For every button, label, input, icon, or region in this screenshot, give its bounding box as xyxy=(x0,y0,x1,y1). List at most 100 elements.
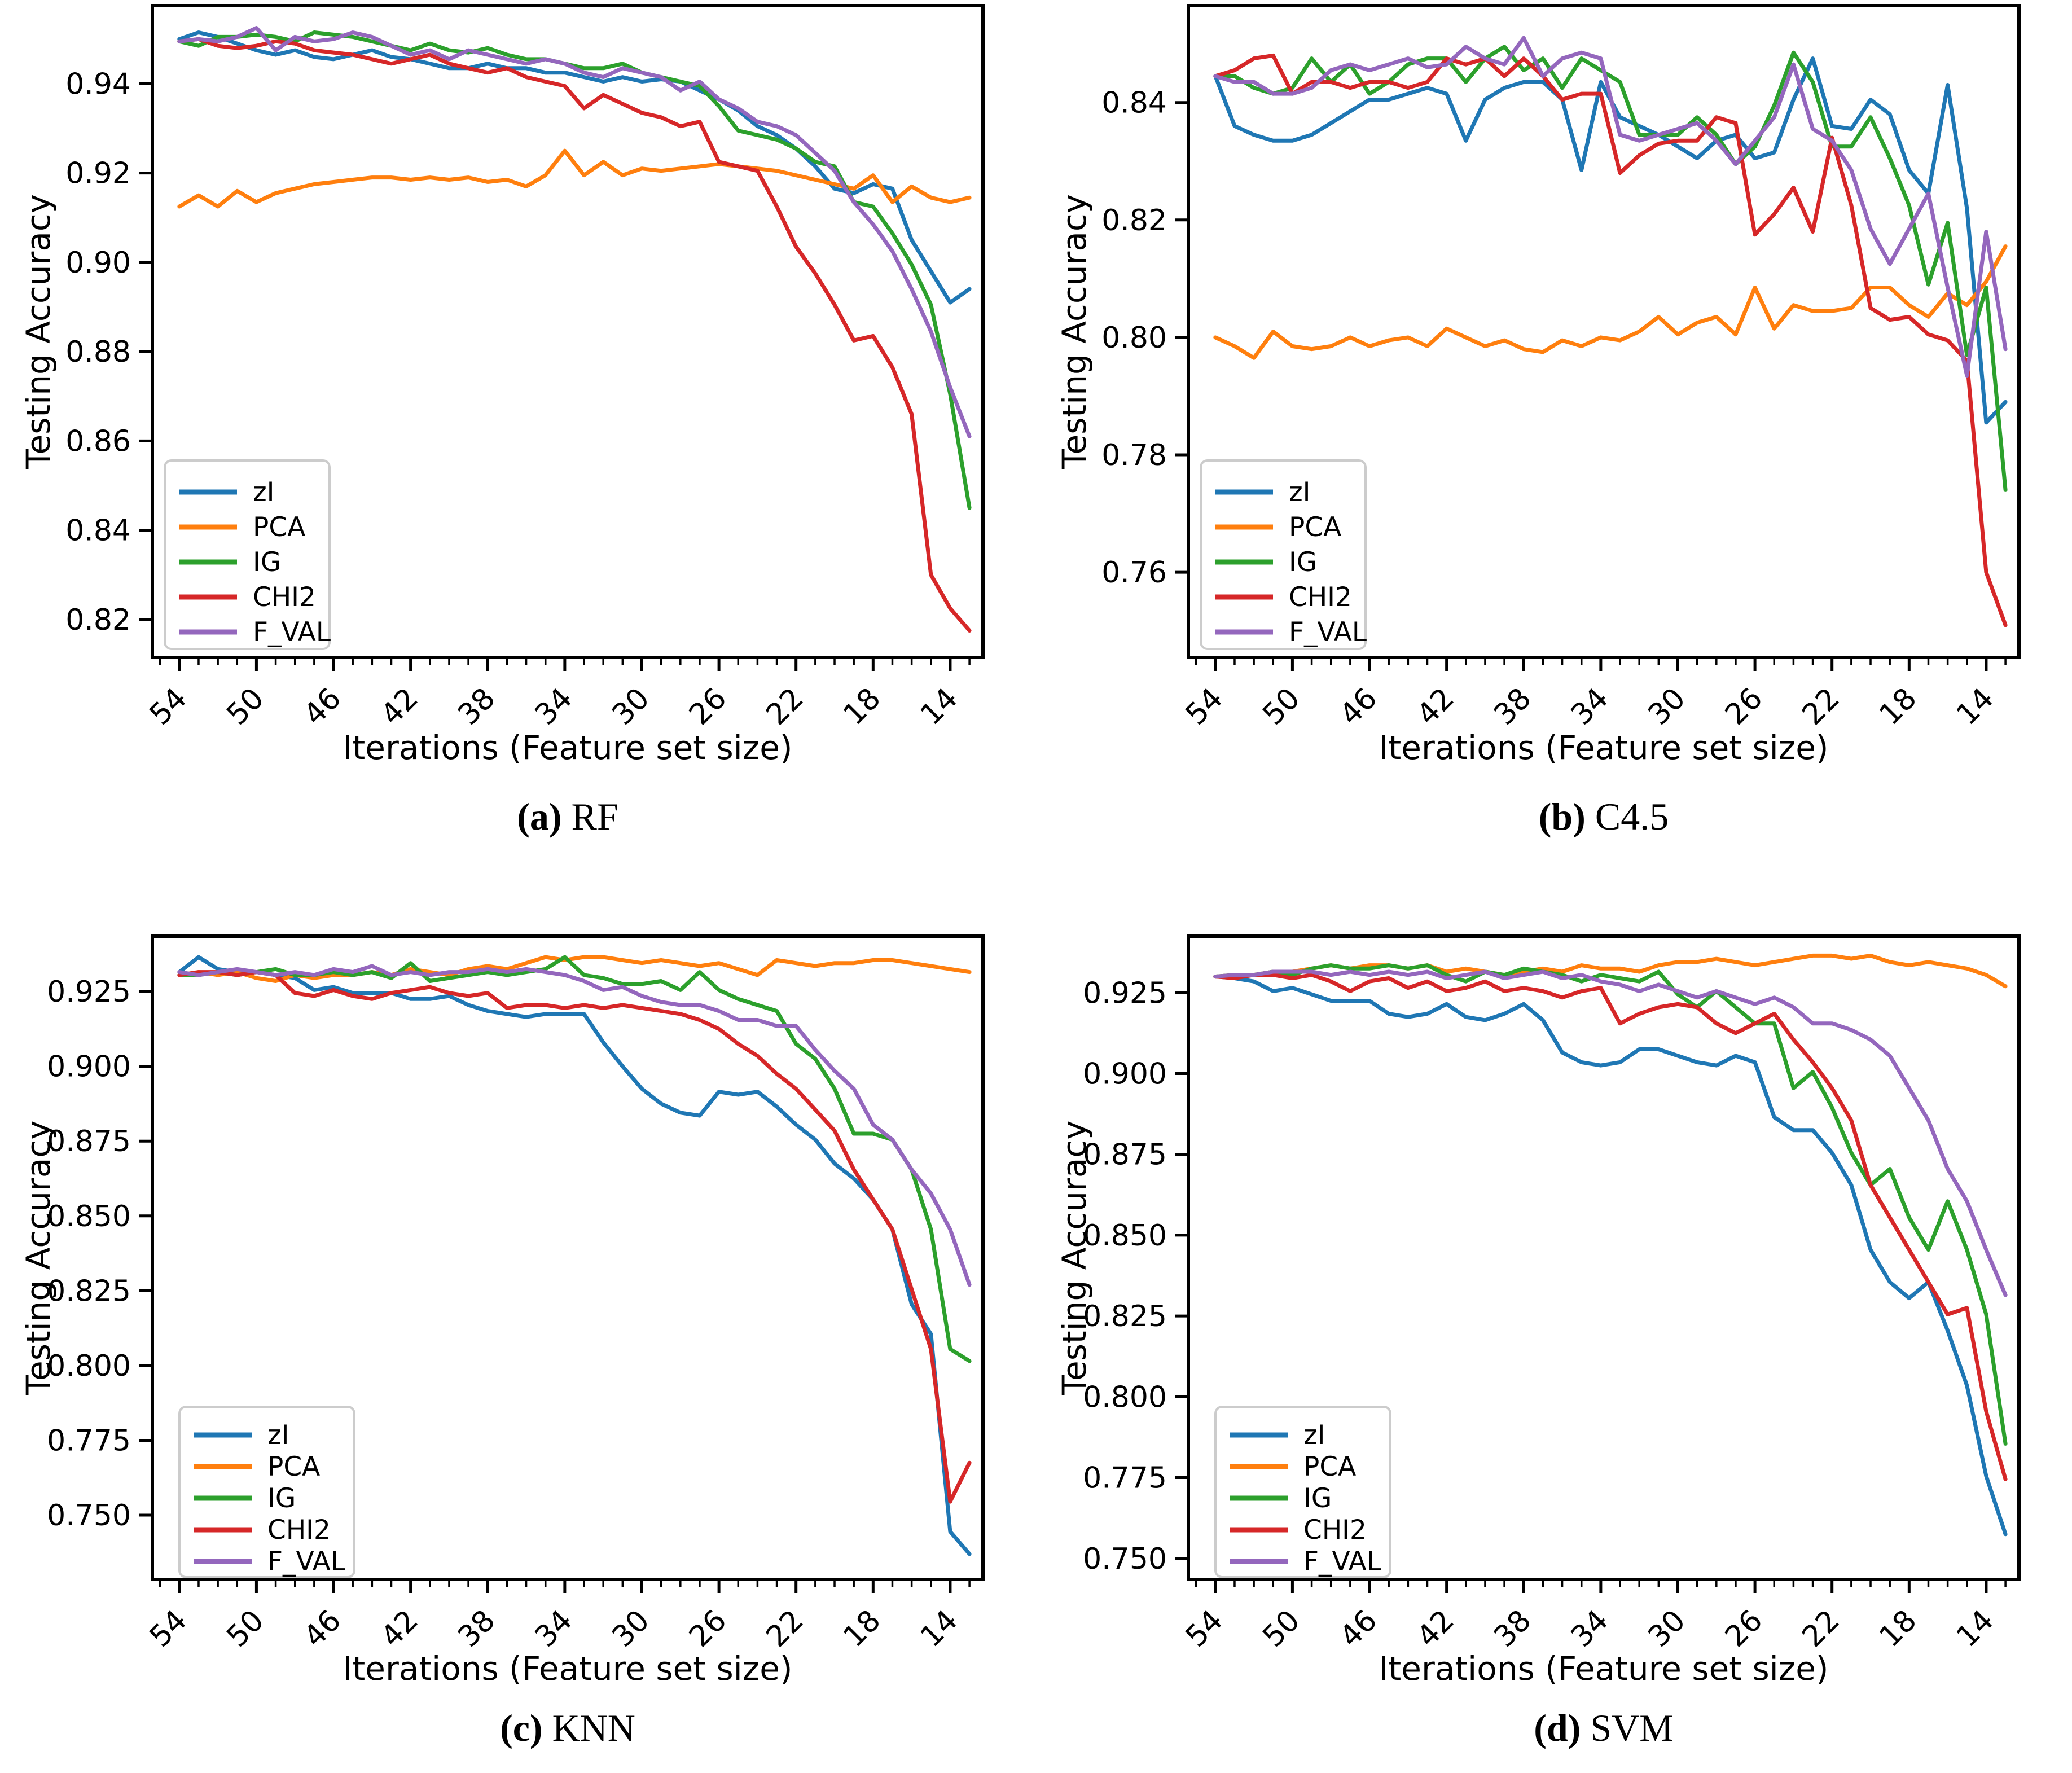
chart-svm: 54 50 46 42 38 34 30 26 22 18 14 0.750 0.775 0.800 0.8… xyxy=(1055,934,2021,1688)
caption-name: SVM xyxy=(1590,1706,1674,1749)
caption-rf: (a) RF xyxy=(152,795,983,839)
x-tick-label: 22 xyxy=(1796,682,1846,732)
x-tick-label: 42 xyxy=(1411,682,1461,732)
caption-letter: (d) xyxy=(1534,1706,1581,1749)
x-tick-label: 46 xyxy=(297,682,348,732)
y-tick-label: 0.92 xyxy=(65,157,131,191)
caption-svm: (d) SVM xyxy=(1188,1706,2019,1750)
caption-name: RF xyxy=(571,795,618,838)
legend-box xyxy=(164,459,331,650)
legend-label-F_VAL: F_VAL xyxy=(253,617,331,648)
x-axis-label: Iterations (Feature set size) xyxy=(343,728,792,767)
x-tick-label: 54 xyxy=(1179,682,1230,732)
chart-c45: 54 50 46 42 38 34 30 26 22 18 14 0.76 0.78 0.80 0.82 0.… xyxy=(1055,4,2021,767)
x-axis-label: Iterations (Feature set size) xyxy=(343,1649,792,1688)
series-line-IG xyxy=(1213,963,2008,1446)
plot-spines xyxy=(151,934,985,1581)
series-line-PCA xyxy=(1213,244,2008,360)
legend-label-CHI2: CHI2 xyxy=(1303,1515,1367,1546)
x-tick-label: 34 xyxy=(529,1604,579,1654)
legend-label-PCA: PCA xyxy=(1303,1451,1356,1482)
y-tick-label: 0.750 xyxy=(47,1499,131,1533)
x-tick-label: 26 xyxy=(1719,1604,1769,1654)
legend-label-PCA: PCA xyxy=(267,1451,320,1482)
plot-series xyxy=(177,955,972,1556)
x-tick-label: 46 xyxy=(297,1604,348,1654)
x-tick-label: 50 xyxy=(1256,682,1306,732)
x-tick-label: 34 xyxy=(529,682,579,732)
y-axis-label: Testing Accuracy xyxy=(19,1120,58,1395)
series-line-PCA xyxy=(177,955,972,983)
caption-c45: (b) C4.5 xyxy=(1188,795,2019,839)
x-tick-label: 18 xyxy=(837,1604,887,1654)
caption-knn: (c) KNN xyxy=(152,1706,983,1750)
legend-label-zI: zI xyxy=(1303,1420,1325,1451)
x-tick-label: 54 xyxy=(143,682,194,732)
x-tick-label: 42 xyxy=(375,1604,425,1654)
y-tick-label: 0.825 xyxy=(47,1274,131,1308)
plot-series xyxy=(1213,36,2008,627)
y-tick-label: 0.850 xyxy=(47,1200,131,1234)
y-tick-label: 0.76 xyxy=(1101,556,1167,590)
plot-series xyxy=(1213,953,2008,1537)
legend-label-IG: IG xyxy=(253,547,281,578)
series-line-F_VAL xyxy=(177,964,972,1287)
y-tick-label: 0.900 xyxy=(1083,1057,1167,1091)
series-line-IG xyxy=(177,955,972,1363)
y-tick-label: 0.82 xyxy=(65,603,131,637)
x-tick-label: 22 xyxy=(760,1604,810,1654)
y-tick-label: 0.90 xyxy=(65,246,131,280)
x-tick-label: 18 xyxy=(1873,682,1923,732)
chart-panel-svm: 54 50 46 42 38 34 30 26 22 18 14 0.750 0.775 0.800 0.8… xyxy=(1036,886,2072,1773)
y-tick-label: 0.775 xyxy=(47,1424,131,1458)
caption-letter: (b) xyxy=(1538,795,1586,838)
legend-label-zI: zI xyxy=(267,1420,289,1451)
chart-panel-knn: 54 50 46 42 38 34 30 26 22 18 14 0.750 0.775 0.800 0.8… xyxy=(0,886,1036,1773)
series-line-CHI2 xyxy=(177,970,972,1504)
y-tick-label: 0.925 xyxy=(1083,976,1167,1010)
x-tick-label: 30 xyxy=(605,1604,656,1654)
y-tick-label: 0.88 xyxy=(65,335,131,369)
x-tick-label: 54 xyxy=(143,1604,194,1654)
y-tick-label: 0.86 xyxy=(65,424,131,458)
caption-name: C4.5 xyxy=(1595,795,1669,838)
y-tick-label: 0.80 xyxy=(1101,321,1167,355)
x-tick-label: 34 xyxy=(1565,682,1615,732)
y-tick-label: 0.82 xyxy=(1101,204,1167,238)
x-tick-label: 30 xyxy=(1641,682,1692,732)
x-tick-label: 50 xyxy=(1256,1604,1306,1654)
x-tick-label: 30 xyxy=(605,682,656,732)
legend-box xyxy=(1214,1406,1391,1578)
x-tick-label: 26 xyxy=(683,682,733,732)
x-tick-label: 34 xyxy=(1565,1604,1615,1654)
x-tick-label: 42 xyxy=(375,682,425,732)
y-tick-label: 0.850 xyxy=(1083,1219,1167,1253)
series-line-zI xyxy=(177,955,972,1556)
x-tick-label: 38 xyxy=(1487,682,1538,732)
x-tick-label: 22 xyxy=(1796,1604,1846,1654)
y-tick-label: 0.900 xyxy=(47,1050,131,1084)
x-tick-label: 26 xyxy=(1719,682,1769,732)
x-tick-label: 26 xyxy=(683,1604,733,1654)
x-tick-label: 38 xyxy=(451,1604,502,1654)
plot-series xyxy=(177,26,972,633)
x-axis-label: Iterations (Feature set size) xyxy=(1379,728,1828,767)
y-tick-label: 0.78 xyxy=(1101,438,1167,472)
x-tick-label: 18 xyxy=(1873,1604,1923,1654)
series-line-F_VAL xyxy=(177,26,972,438)
chart-panel-c45: 54 50 46 42 38 34 30 26 22 18 14 0.76 0.78 0.80 0.82 0.… xyxy=(1036,0,2072,886)
y-tick-label: 0.875 xyxy=(1083,1138,1167,1172)
y-tick-label: 0.800 xyxy=(1083,1380,1167,1414)
x-tick-label: 42 xyxy=(1411,1604,1461,1654)
plot-spines xyxy=(151,4,985,659)
y-axis-label: Testing Accuracy xyxy=(1055,1120,1094,1395)
legend-label-zI: zI xyxy=(1289,477,1311,508)
series-line-zI xyxy=(1213,975,2008,1537)
legend-box xyxy=(1200,459,1367,650)
x-tick-label: 38 xyxy=(451,682,502,732)
series-line-CHI2 xyxy=(177,37,972,633)
x-tick-label: 14 xyxy=(1950,1604,2000,1654)
